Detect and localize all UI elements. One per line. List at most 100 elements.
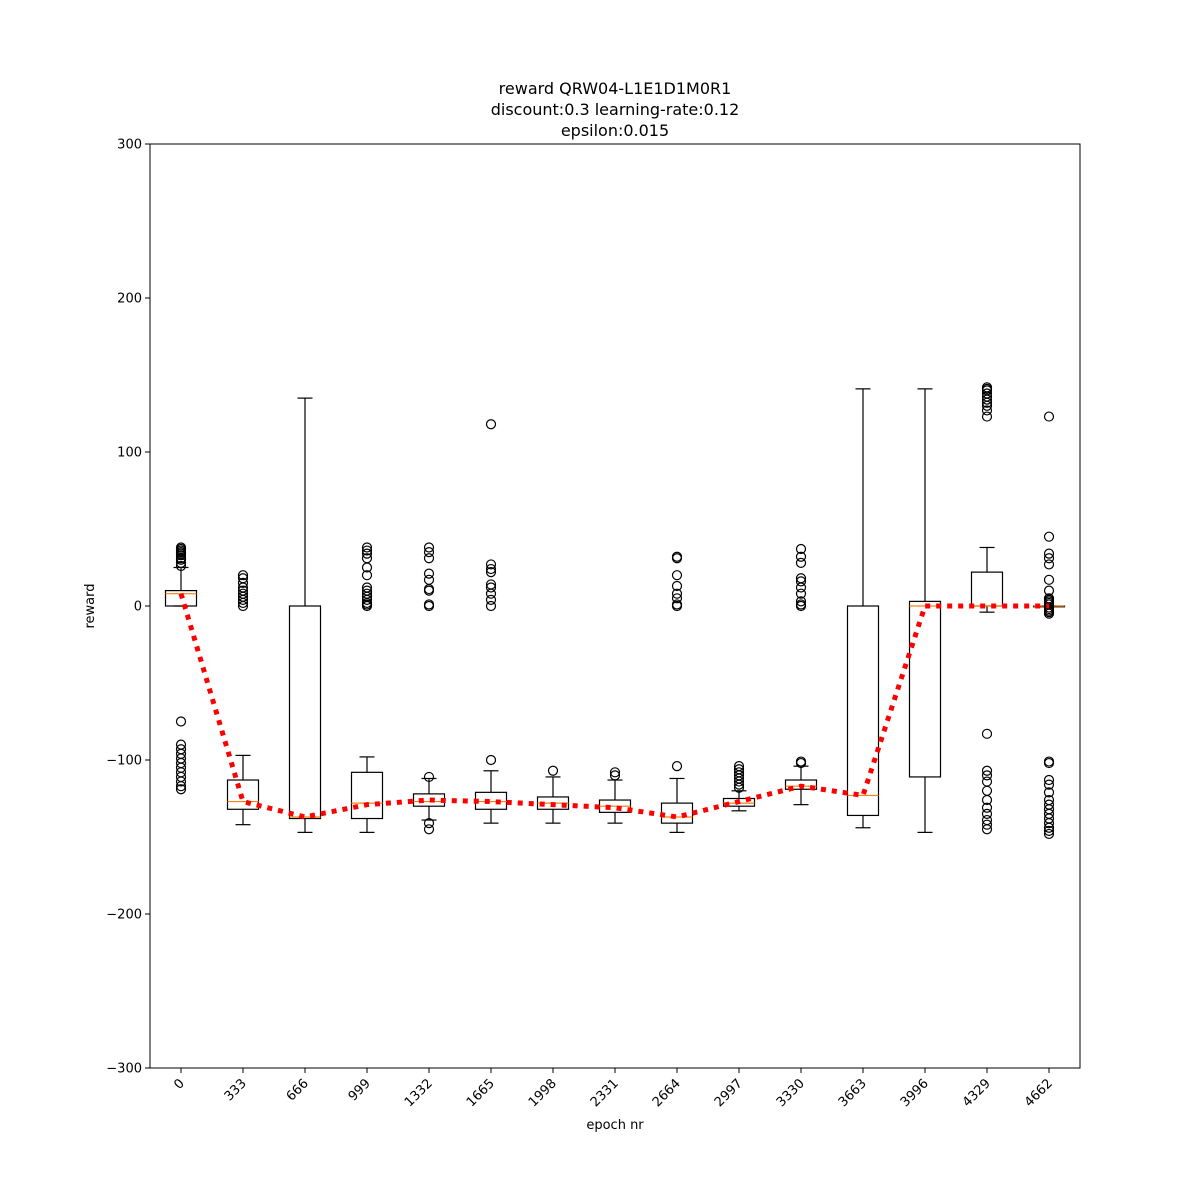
flier-point: [609, 770, 621, 781]
x-tick-label: 2331: [588, 1076, 622, 1110]
box-body: [474, 791, 508, 810]
box-body: [722, 797, 756, 807]
x-tick-label: 3330: [774, 1076, 808, 1110]
x-tick-label: 3996: [898, 1076, 932, 1110]
flier-point: [981, 728, 993, 739]
box-body: [784, 779, 818, 790]
x-tick-label: 1332: [402, 1076, 436, 1110]
box-0: [164, 542, 198, 795]
flier-point: [795, 757, 807, 769]
x-tick-label: 0: [171, 1076, 187, 1092]
flier-point: [1043, 411, 1055, 422]
y-tick-label: −200: [106, 908, 142, 923]
flier-point: [1043, 553, 1055, 564]
flier-point: [1043, 531, 1055, 542]
flier-point: [981, 819, 993, 830]
flier-point: [237, 588, 249, 599]
flier-point: [671, 761, 683, 772]
flier-point: [485, 582, 497, 593]
box-666: [288, 397, 322, 833]
box-body: [288, 605, 322, 820]
y-tick-label: −100: [106, 754, 142, 769]
flier-point: [423, 771, 435, 783]
flier-point: [1043, 585, 1055, 596]
flier-point: [361, 588, 373, 599]
box-3996: [908, 388, 942, 833]
flier-point: [485, 419, 497, 430]
flier-point: [671, 593, 683, 604]
flier-point: [547, 765, 559, 776]
box-body: [412, 793, 446, 807]
flier-point: [423, 568, 435, 579]
flier-point: [361, 570, 373, 581]
x-axis-label: epoch nr: [586, 1118, 644, 1133]
flier-point: [733, 779, 745, 790]
box-1332: [412, 542, 446, 835]
flier-point: [671, 551, 683, 562]
y-tick-label: 200: [117, 292, 142, 307]
flier-point: [175, 716, 187, 727]
box-999: [350, 542, 384, 833]
flier-point: [981, 802, 993, 813]
flier-point: [423, 553, 435, 564]
flier-point: [1043, 828, 1055, 840]
x-tick-label: 1665: [464, 1076, 498, 1110]
y-tick-label: 0: [134, 600, 142, 615]
x-tick-label: 2997: [712, 1076, 746, 1110]
flier-point: [423, 546, 435, 558]
flier-point: [795, 573, 807, 584]
plot-layer: −300 −200 −100 0 100 200 300 0 333 666 999 1332 1665…: [106, 138, 1066, 1110]
box-1665: [474, 419, 508, 824]
box-4662: [1032, 411, 1066, 840]
flier-point: [423, 542, 435, 553]
box-body: [350, 771, 384, 820]
flier-point: [981, 382, 993, 393]
flier-point: [795, 543, 807, 555]
flier-point: [1043, 574, 1055, 585]
box-3663: [846, 388, 880, 829]
flier-point: [175, 781, 187, 792]
flier-point: [981, 785, 993, 796]
box-body: [970, 571, 1004, 607]
flier-point: [609, 767, 621, 778]
flier-point: [485, 594, 497, 605]
flier-point: [485, 559, 497, 570]
flier-point: [1043, 787, 1055, 798]
plot-frame: [149, 143, 1081, 1069]
flier-point: [423, 824, 435, 835]
box-2331: [598, 767, 632, 824]
y-axis-label: reward: [83, 583, 98, 628]
flier-point: [795, 588, 807, 599]
flier-point: [1043, 593, 1055, 604]
flier-point: [175, 776, 187, 787]
flier-point: [671, 570, 683, 581]
flier-point: [1043, 559, 1055, 570]
box-3330: [784, 543, 818, 806]
flier-point: [671, 588, 683, 599]
flier-point: [1043, 825, 1055, 836]
flier-point: [237, 570, 249, 581]
box-body: [660, 802, 694, 824]
chart-title-line-2: discount:0.3 learning-rate:0.12: [491, 100, 740, 119]
flier-point: [485, 563, 497, 575]
flier-point: [361, 585, 373, 596]
flier-point: [361, 548, 373, 559]
box-body: [908, 600, 942, 778]
x-tick-label: 2664: [650, 1076, 684, 1110]
flier-point: [1043, 757, 1055, 769]
box-2664: [660, 551, 694, 833]
flier-point: [485, 567, 497, 578]
flier-point: [175, 542, 187, 553]
flier-point: [1043, 822, 1055, 833]
flier-point: [1043, 774, 1055, 786]
flier-point: [1043, 548, 1055, 559]
x-tick-label: 4662: [1022, 1076, 1056, 1110]
x-tick-label: 4329: [960, 1076, 994, 1110]
flier-point: [981, 824, 993, 835]
y-tick-label: −300: [106, 1062, 142, 1077]
flier-point: [361, 545, 373, 556]
flier-point: [795, 596, 807, 607]
flier-point: [795, 551, 807, 562]
